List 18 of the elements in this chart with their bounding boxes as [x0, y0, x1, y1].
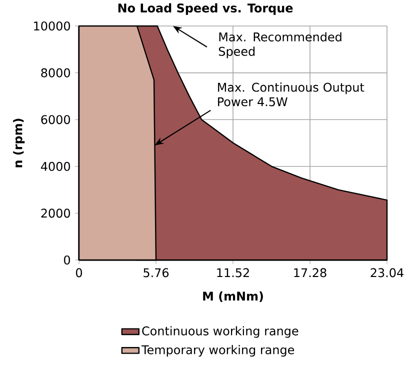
- annotation: Max. Continuous Output Power 4.5W: [218, 82, 364, 106]
- x-tick-label: 0: [76, 268, 82, 278]
- y-axis-title: n (rpm): [13, 118, 25, 168]
- x-axis-title: M (mNm): [203, 291, 263, 302]
- x-tick-label: 23.04: [370, 268, 404, 278]
- x-tick-label: 17.28: [294, 268, 326, 278]
- y-tick-label: 0: [64, 255, 70, 265]
- y-tick-label: 2000: [41, 208, 70, 218]
- legend-label: Continuous working range: [142, 326, 298, 338]
- y-tick-label: 10000: [34, 21, 70, 31]
- y-tick-label: 6000: [41, 115, 70, 124]
- y-tick-label: 4000: [40, 162, 70, 171]
- y-tick-label: 8000: [41, 68, 70, 78]
- chart-title: No Load Speed vs. Torque: [118, 3, 293, 15]
- x-tick-label: 5.76: [144, 268, 169, 278]
- x-tick-label: 11.52: [217, 268, 249, 278]
- legend-label: Temporary working range: [141, 345, 294, 357]
- annotation: Max. Recommended Speed: [218, 32, 342, 58]
